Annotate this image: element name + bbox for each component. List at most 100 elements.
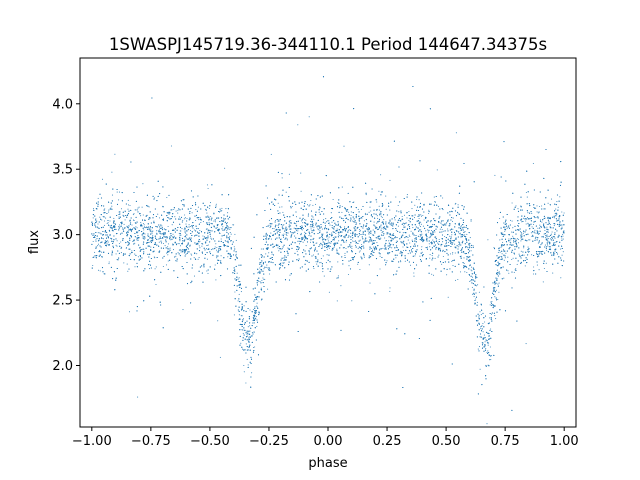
data-point: [414, 204, 416, 206]
data-point: [197, 228, 199, 230]
data-point: [120, 241, 122, 243]
data-point: [551, 245, 553, 247]
data-point: [168, 248, 170, 250]
data-point: [399, 252, 401, 254]
data-point: [263, 268, 265, 270]
data-point: [354, 228, 356, 230]
data-point: [151, 233, 153, 235]
data-point: [379, 268, 381, 270]
data-point: [470, 250, 472, 252]
data-point: [527, 212, 529, 214]
data-point: [127, 230, 129, 232]
data-point: [534, 229, 536, 231]
data-point: [360, 208, 362, 210]
data-point: [348, 211, 350, 213]
data-point: [354, 245, 357, 247]
data-point: [359, 230, 361, 232]
data-point: [246, 358, 248, 360]
data-point: [519, 231, 522, 233]
data-point: [520, 235, 522, 237]
data-point: [126, 263, 128, 265]
data-point: [179, 234, 181, 236]
data-point: [483, 334, 485, 336]
data-point: [369, 206, 371, 208]
data-point: [283, 233, 285, 235]
data-point: [359, 239, 361, 241]
data-point: [238, 277, 240, 279]
data-point: [402, 243, 404, 245]
data-point: [540, 226, 543, 228]
data-point: [423, 219, 425, 221]
data-point: [103, 220, 106, 222]
data-point: [118, 224, 121, 226]
data-point: [350, 206, 352, 209]
data-point: [172, 249, 175, 251]
data-point: [320, 261, 322, 263]
data-point: [329, 224, 331, 226]
data-point: [141, 206, 143, 208]
data-point: [289, 274, 291, 276]
data-point: [538, 269, 540, 271]
data-point: [431, 273, 433, 275]
data-point: [231, 243, 233, 246]
data-point: [526, 196, 528, 198]
data-point: [282, 224, 284, 226]
data-point: [170, 145, 173, 147]
data-point: [167, 254, 169, 256]
data-point: [173, 235, 175, 237]
data-point: [210, 222, 212, 224]
data-point: [530, 232, 532, 234]
data-point: [499, 251, 501, 253]
data-point: [109, 220, 111, 222]
data-point: [507, 256, 509, 258]
data-point: [491, 300, 493, 303]
data-point: [298, 243, 301, 245]
data-point: [131, 250, 133, 252]
data-point: [353, 233, 355, 235]
data-point: [143, 224, 145, 226]
data-point: [302, 236, 304, 238]
data-point: [554, 253, 556, 255]
data-point: [154, 268, 156, 270]
data-point: [462, 241, 464, 243]
data-point: [536, 216, 538, 218]
data-point: [281, 234, 283, 236]
data-point: [442, 197, 444, 199]
data-point: [413, 275, 415, 277]
data-point: [351, 247, 353, 249]
data-point: [136, 237, 138, 239]
data-point: [517, 208, 519, 210]
data-point: [434, 201, 436, 203]
data-point: [124, 253, 126, 255]
data-point: [422, 225, 424, 227]
data-point: [490, 359, 492, 361]
data-point: [230, 233, 232, 235]
data-point: [142, 214, 144, 216]
data-point: [179, 245, 182, 247]
data-point: [189, 225, 192, 228]
data-point: [554, 237, 556, 239]
data-point: [259, 270, 261, 272]
data-point: [473, 296, 475, 298]
data-point: [94, 223, 96, 225]
data-point: [206, 258, 208, 260]
data-point: [363, 256, 365, 258]
scatter-points: [91, 76, 565, 425]
data-point: [421, 251, 423, 253]
data-point: [496, 278, 498, 280]
data-point: [197, 258, 199, 260]
data-point: [364, 212, 366, 214]
data-point: [452, 251, 454, 254]
data-point: [285, 234, 287, 236]
data-point: [183, 229, 185, 231]
data-point: [331, 232, 333, 234]
data-point: [381, 216, 383, 218]
data-point: [138, 206, 140, 208]
data-point: [344, 234, 346, 236]
data-point: [389, 179, 391, 181]
data-point: [199, 229, 201, 232]
data-point: [499, 258, 501, 260]
data-point: [241, 315, 243, 317]
data-point: [451, 234, 453, 236]
data-point: [225, 208, 227, 210]
